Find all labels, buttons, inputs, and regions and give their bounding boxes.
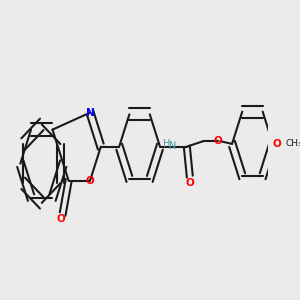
Text: CH₃: CH₃	[286, 140, 300, 148]
Text: H: H	[163, 139, 170, 149]
Text: O: O	[57, 214, 65, 224]
Text: O: O	[86, 176, 94, 186]
Text: O: O	[273, 139, 282, 149]
Text: N: N	[169, 141, 176, 151]
Text: O: O	[185, 178, 194, 188]
Text: N: N	[86, 108, 94, 118]
Text: O: O	[214, 136, 223, 146]
